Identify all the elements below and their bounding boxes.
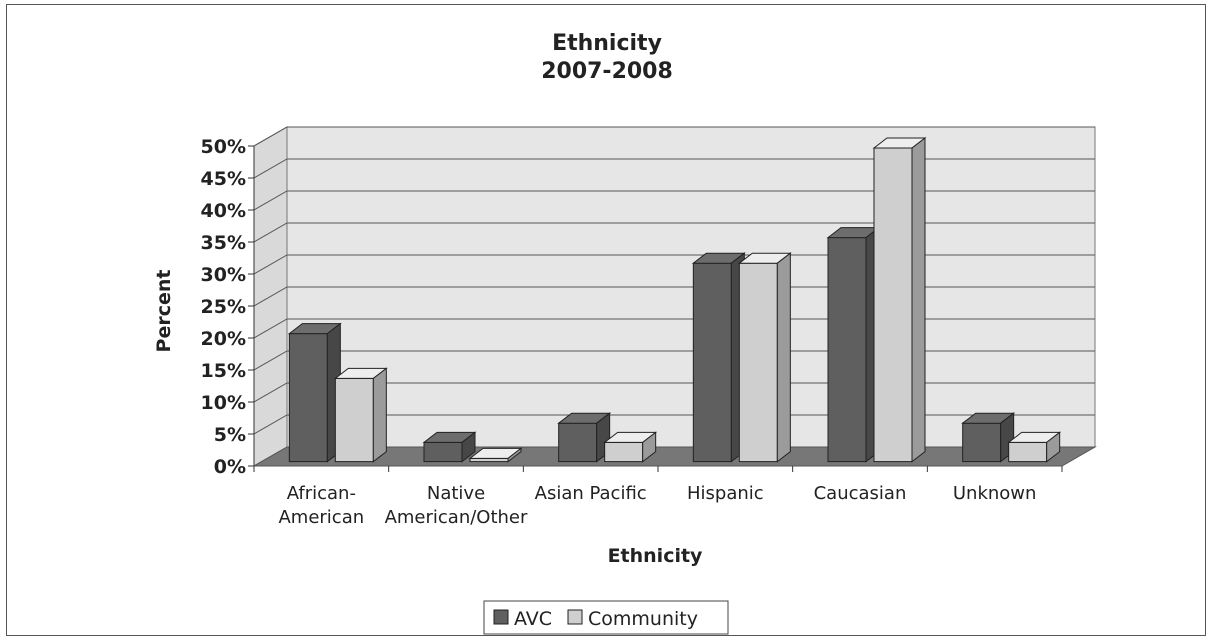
bar-community-2: [603, 431, 658, 463]
bar-avc-3: [691, 252, 746, 463]
x-axis-categories: African-American Native American/Other Asia…: [278, 483, 1036, 528]
gridline: [253, 126, 1095, 147]
y-axis-label: Percent: [153, 270, 175, 353]
x-category-label: Native American/Other: [385, 483, 528, 528]
gridline: [253, 318, 1095, 339]
gridline: [253, 190, 1095, 211]
legend-label-avc: AVC: [514, 608, 552, 630]
x-category-label: Unknown: [953, 483, 1037, 504]
x-axis-label: Ethnicity: [608, 545, 703, 567]
chart-subtitle: 2007-2008: [541, 59, 673, 84]
legend-label-community: Community: [588, 608, 698, 630]
y-tick-label: 0%: [214, 456, 246, 478]
y-tick-label: 50%: [201, 136, 246, 158]
gridline: [253, 382, 1095, 403]
gridline: [253, 254, 1095, 275]
x-category-label: Asian Pacific: [535, 483, 647, 504]
y-tick-label: 25%: [201, 296, 246, 318]
y-tick-label: 40%: [201, 200, 246, 222]
y-tick-label: 10%: [201, 392, 246, 414]
legend-swatch-community: [567, 609, 583, 625]
legend-box: [483, 600, 729, 635]
gridline: [253, 350, 1095, 371]
y-tick-label: 20%: [201, 328, 246, 350]
bars: [253, 136, 1063, 472]
bar-avc-4: [826, 226, 881, 463]
gridline: [253, 158, 1095, 179]
y-tick-label: 5%: [214, 424, 246, 446]
x-category-label: Caucasian: [814, 483, 907, 504]
legend-swatch-avc: [493, 609, 509, 625]
y-tick-label: 45%: [201, 168, 246, 190]
gridlines: [253, 126, 1095, 435]
x-category-label: Hispanic: [687, 483, 764, 504]
bar-avc-2: [557, 412, 612, 463]
gridline: [253, 414, 1095, 435]
gridline: [253, 286, 1095, 307]
y-tick-label: 35%: [201, 232, 246, 254]
bar-community-0: [333, 367, 388, 463]
gridline: [253, 222, 1095, 243]
bar-community-1: [468, 447, 523, 463]
y-tick-label: 15%: [201, 360, 246, 382]
bar-avc-5: [961, 412, 1016, 463]
chart-title: Ethnicity: [552, 31, 662, 56]
chart-canvas: Ethnicity 2007-2008 0% 5% 10% 15% 20% 25% 30% 3…: [153, 31, 1097, 635]
chart-frame: Ethnicity 2007-2008 0% 5% 10% 15% 20% 25% 30% 3…: [6, 4, 1206, 636]
bar-avc-1: [422, 431, 477, 463]
y-axis-ticks: 0% 5% 10% 15% 20% 25% 30% 35% 40% 45% 50%: [201, 136, 255, 478]
legend: AVC Community: [483, 600, 729, 635]
bar-community-4: [872, 136, 927, 463]
bar-avc-0: [287, 322, 342, 463]
x-category-label: African-American: [278, 483, 364, 528]
bar-community-5: [1007, 431, 1062, 463]
y-tick-label: 30%: [201, 264, 246, 286]
bar-community-3: [737, 252, 792, 463]
